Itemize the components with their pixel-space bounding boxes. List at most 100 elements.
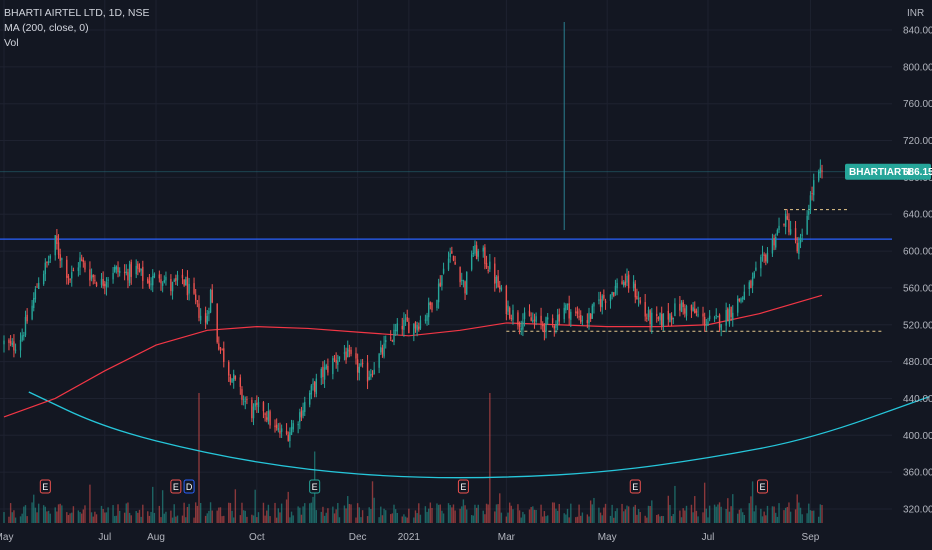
volume-bar	[188, 503, 190, 523]
volume-bar	[14, 517, 17, 523]
candle-body	[186, 276, 189, 296]
volume-bar	[302, 506, 304, 523]
legend-ma[interactable]: MA (200, close, 0)	[4, 22, 89, 34]
moving-average-line	[3, 294, 823, 418]
candle-body	[327, 365, 329, 373]
candle-body	[373, 369, 375, 375]
candle-body	[697, 314, 699, 316]
time-axis[interactable]: May Jul Aug Oct Dec 2021 Mar May Jul Sep	[0, 532, 820, 543]
candle-body	[280, 428, 283, 432]
event-marker[interactable]	[39, 479, 51, 494]
candle-body	[576, 311, 579, 314]
volume-bar	[442, 513, 445, 523]
volume-bar	[558, 503, 560, 523]
event-marker[interactable]	[629, 479, 641, 494]
volume-bar	[419, 514, 422, 523]
candle-body	[401, 325, 403, 330]
volume-bar	[206, 513, 208, 523]
candle-body	[819, 167, 822, 174]
candle-body	[522, 321, 524, 330]
volume-bar	[234, 489, 237, 523]
volume-bar	[545, 516, 547, 523]
candle-body	[36, 286, 38, 288]
volume-bar	[765, 515, 767, 523]
candle-body	[67, 275, 70, 279]
candle-body	[500, 287, 503, 291]
volume-bar	[484, 514, 486, 523]
volume-bar	[9, 503, 12, 523]
volume-bar	[728, 511, 731, 523]
volume-bar	[266, 510, 268, 523]
volume-bar	[563, 513, 565, 523]
volume-bar	[718, 502, 721, 523]
volume-bar	[42, 505, 45, 523]
event-marker[interactable]	[757, 479, 769, 494]
volume-bar	[426, 511, 428, 523]
candle-body	[636, 296, 638, 300]
y-tick-label: 720.00	[903, 136, 932, 147]
volume-bar	[773, 506, 775, 523]
candle-body	[171, 282, 174, 292]
candle-body	[347, 348, 349, 358]
volume-bar	[356, 503, 359, 523]
candle-body	[14, 349, 17, 351]
candle-body	[223, 348, 225, 362]
price-axis[interactable]: 320.00 360.00 400.00 440.00 480.00 520.00 560.…	[903, 8, 932, 516]
candle-body	[508, 307, 511, 319]
volume-bar	[695, 510, 698, 523]
legend-title[interactable]: BHARTI AIRTEL LTD, 1D, NSE	[4, 7, 150, 19]
candle-body	[366, 362, 369, 382]
volume-bar	[358, 507, 360, 523]
event-marker[interactable]	[309, 479, 321, 494]
candle-body	[208, 311, 210, 315]
candle-body	[396, 323, 398, 332]
candle-body	[523, 312, 526, 319]
volume-bar	[257, 512, 260, 523]
volume-bar	[540, 504, 542, 523]
volume-bar	[672, 513, 674, 523]
candle-body	[322, 366, 324, 378]
volume-bar	[80, 513, 83, 523]
candle-body	[462, 280, 465, 282]
candle-body	[114, 266, 116, 273]
candle-body	[79, 257, 81, 268]
candle-body	[670, 315, 673, 320]
event-marker[interactable]	[170, 479, 182, 494]
volume-bar	[290, 511, 293, 523]
event-marker[interactable]	[183, 479, 195, 494]
volume-bar	[732, 494, 734, 523]
candle-body	[442, 268, 445, 274]
volume-bar	[292, 515, 294, 523]
volume-bar	[589, 500, 592, 523]
candle-body	[505, 285, 508, 315]
candle-body	[19, 339, 22, 351]
legend-vol[interactable]: Vol	[4, 37, 19, 49]
volume-bar	[811, 510, 813, 523]
y-tick-label: 400.00	[903, 431, 932, 442]
candle-body	[553, 325, 555, 329]
volume-bar	[750, 496, 752, 523]
x-tick-label: Mar	[498, 532, 516, 543]
event-marker-label: D	[186, 482, 193, 492]
candle-body	[419, 320, 422, 329]
volume-bar	[252, 515, 255, 523]
candle-body	[517, 312, 519, 326]
volume-bar	[414, 510, 417, 523]
volume-bar	[175, 516, 177, 523]
volume-bar	[327, 508, 329, 523]
candle-body	[540, 315, 542, 323]
candle-body	[33, 297, 35, 309]
volume-bar	[84, 505, 86, 523]
volume-bar	[784, 507, 787, 523]
volume-bar	[546, 515, 549, 523]
volume-bar	[459, 508, 461, 523]
candle-body	[627, 274, 630, 289]
volume-bar	[394, 509, 397, 523]
candle-body	[776, 229, 779, 235]
event-marker[interactable]	[457, 479, 469, 494]
candle-body	[360, 363, 362, 366]
volume-bar	[707, 517, 709, 523]
candle-body	[414, 322, 417, 329]
candle-body	[720, 324, 722, 331]
